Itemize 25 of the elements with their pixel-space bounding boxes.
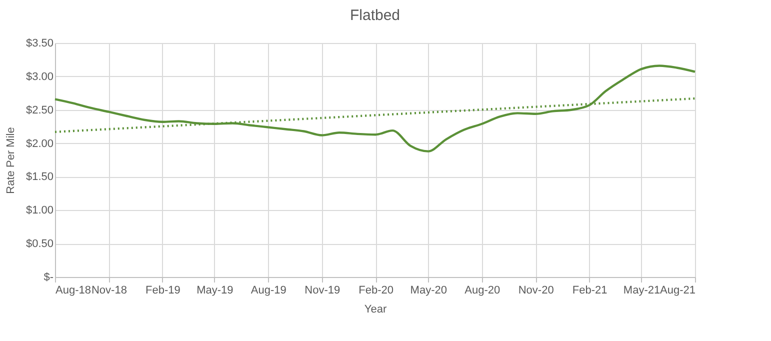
x-tick-label: Feb-21 xyxy=(572,284,608,296)
y-tick-label: $3.00 xyxy=(26,70,54,83)
x-axis-title: Year xyxy=(364,304,387,316)
x-tick-label: Aug-19 xyxy=(250,284,286,296)
x-tick-label: Aug-21 xyxy=(660,284,696,296)
y-tick-label: $0.50 xyxy=(26,238,54,250)
x-tick-label: Nov-19 xyxy=(304,284,340,296)
x-tick-label: Aug-18 xyxy=(56,284,91,296)
x-tick-label: May-20 xyxy=(410,284,447,296)
y-axis-title: Rate Per Mile xyxy=(4,127,17,194)
y-tick-label: $2.00 xyxy=(26,138,54,150)
y-tick-label: $3.50 xyxy=(26,38,54,50)
y-tick-label: $- xyxy=(44,272,54,284)
x-tick-label: Feb-19 xyxy=(146,284,180,296)
x-tick-label: May-21 xyxy=(623,284,660,296)
x-tick-label: Feb-20 xyxy=(358,284,394,296)
y-tick-label: $1.50 xyxy=(26,171,54,184)
y-tick-label: $2.50 xyxy=(26,104,54,116)
y-tick-label: $1.00 xyxy=(26,204,54,217)
x-tick-label: May-19 xyxy=(196,284,234,296)
x-tick-label: Nov-18 xyxy=(91,284,127,296)
x-tick-label: Aug-20 xyxy=(464,284,500,296)
x-tick-label: Nov-20 xyxy=(518,284,554,296)
line-series xyxy=(54,64,696,152)
chart-title: Flatbed xyxy=(350,7,400,24)
